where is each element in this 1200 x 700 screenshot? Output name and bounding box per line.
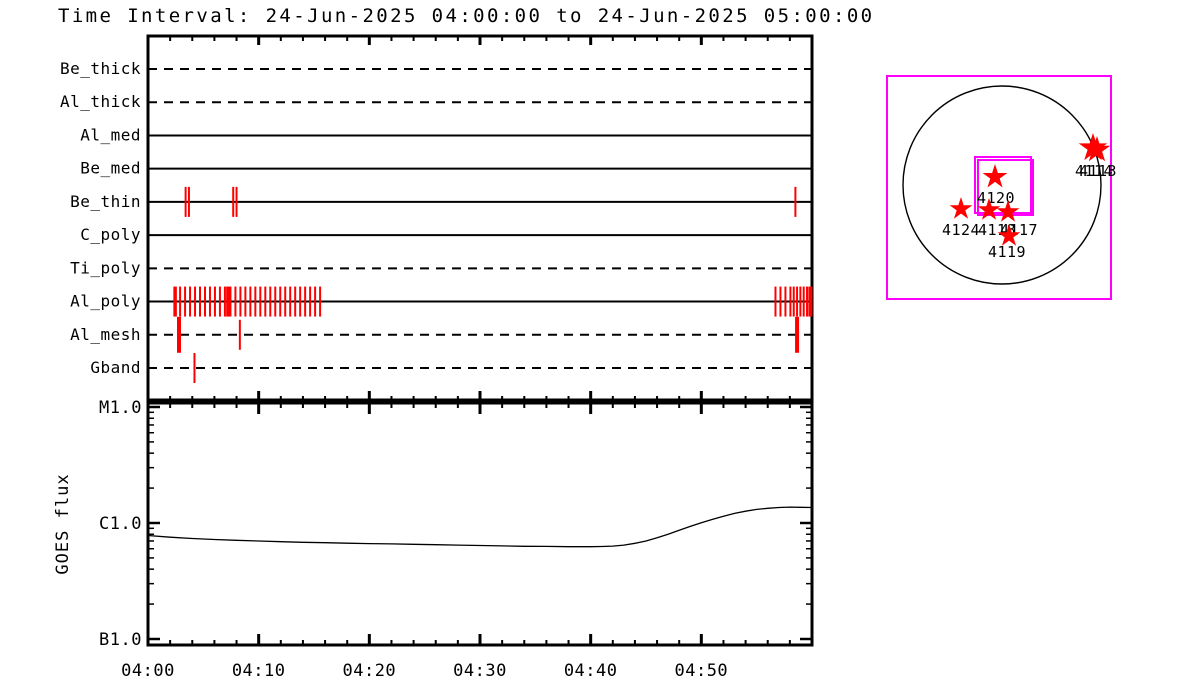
ar-star-4124 bbox=[949, 197, 973, 219]
ar-label-4114: 4114 bbox=[1075, 162, 1113, 180]
x-tick-label: 04:30 bbox=[453, 661, 507, 681]
filter-label-al_thick: Al_thick bbox=[60, 92, 141, 111]
ar-label-4113: 4113 bbox=[1079, 162, 1117, 180]
x-tick-label: 04:20 bbox=[342, 661, 396, 681]
goes-time-ticks bbox=[169, 403, 791, 645]
event-ticks-al_poly bbox=[173, 286, 813, 317]
x-tick-label: 04:50 bbox=[674, 661, 728, 681]
plot-title: Time Interval: 24-Jun-2025 04:00:00 to 2… bbox=[58, 5, 875, 27]
x-tick-label: 04:40 bbox=[564, 661, 618, 681]
filter-label-gband: Gband bbox=[90, 358, 141, 377]
goes-flux-curve bbox=[147, 506, 813, 548]
filter-label-be_med: Be_med bbox=[80, 159, 141, 178]
y-tick-label: M1.0 bbox=[99, 398, 142, 418]
timeline-time-ticks bbox=[169, 36, 791, 400]
event-ticks-al_mesh bbox=[176, 316, 800, 353]
filter-label-al_poly: Al_poly bbox=[70, 292, 141, 311]
x-tick-label: 04:00 bbox=[121, 661, 175, 681]
y-tick-label: B1.0 bbox=[99, 630, 142, 650]
y-tick-label: C1.0 bbox=[99, 514, 142, 534]
ar-label-4119: 4119 bbox=[988, 243, 1026, 261]
filter-label-be_thick: Be_thick bbox=[60, 59, 141, 78]
filter-timeline-panel: Be_thick Al_thick Al_med Be_med Be_thin C_pol… bbox=[60, 34, 814, 402]
timeline-panel-border bbox=[146, 34, 814, 402]
ar-star-4118 bbox=[977, 198, 1001, 220]
goes-axis-title: GOES flux bbox=[53, 473, 73, 574]
ar-star-4113 bbox=[1083, 136, 1111, 162]
solar-limb-circle bbox=[902, 85, 1102, 285]
ar-star-4120 bbox=[982, 164, 1008, 188]
sun-outer-box bbox=[886, 75, 1112, 300]
xrt-fov-box bbox=[974, 156, 1032, 214]
ar-star-4117 bbox=[996, 200, 1020, 222]
ar-label-4120: 4120 bbox=[977, 189, 1015, 207]
ar-star-4119 bbox=[997, 224, 1021, 246]
goes-panel-border bbox=[146, 401, 814, 647]
filter-label-al_mesh: Al_mesh bbox=[70, 325, 141, 344]
x-tick-label: 04:10 bbox=[232, 661, 286, 681]
goes-flux-panel: 04:00 04:10 04:20 04:30 04:40 04:50 M1.0 C1.0 B1… bbox=[53, 398, 814, 681]
filter-label-al_med: Al_med bbox=[80, 125, 141, 144]
y-minor-ticks bbox=[148, 411, 812, 605]
filter-label-c_poly: C_poly bbox=[80, 225, 141, 244]
ar-label-4124: 4124 bbox=[942, 221, 980, 239]
filter-label-be_thin: Be_thin bbox=[70, 192, 141, 211]
filter-label-ti_poly: Ti_poly bbox=[70, 258, 141, 277]
event-ticks-be_thin bbox=[184, 186, 797, 217]
